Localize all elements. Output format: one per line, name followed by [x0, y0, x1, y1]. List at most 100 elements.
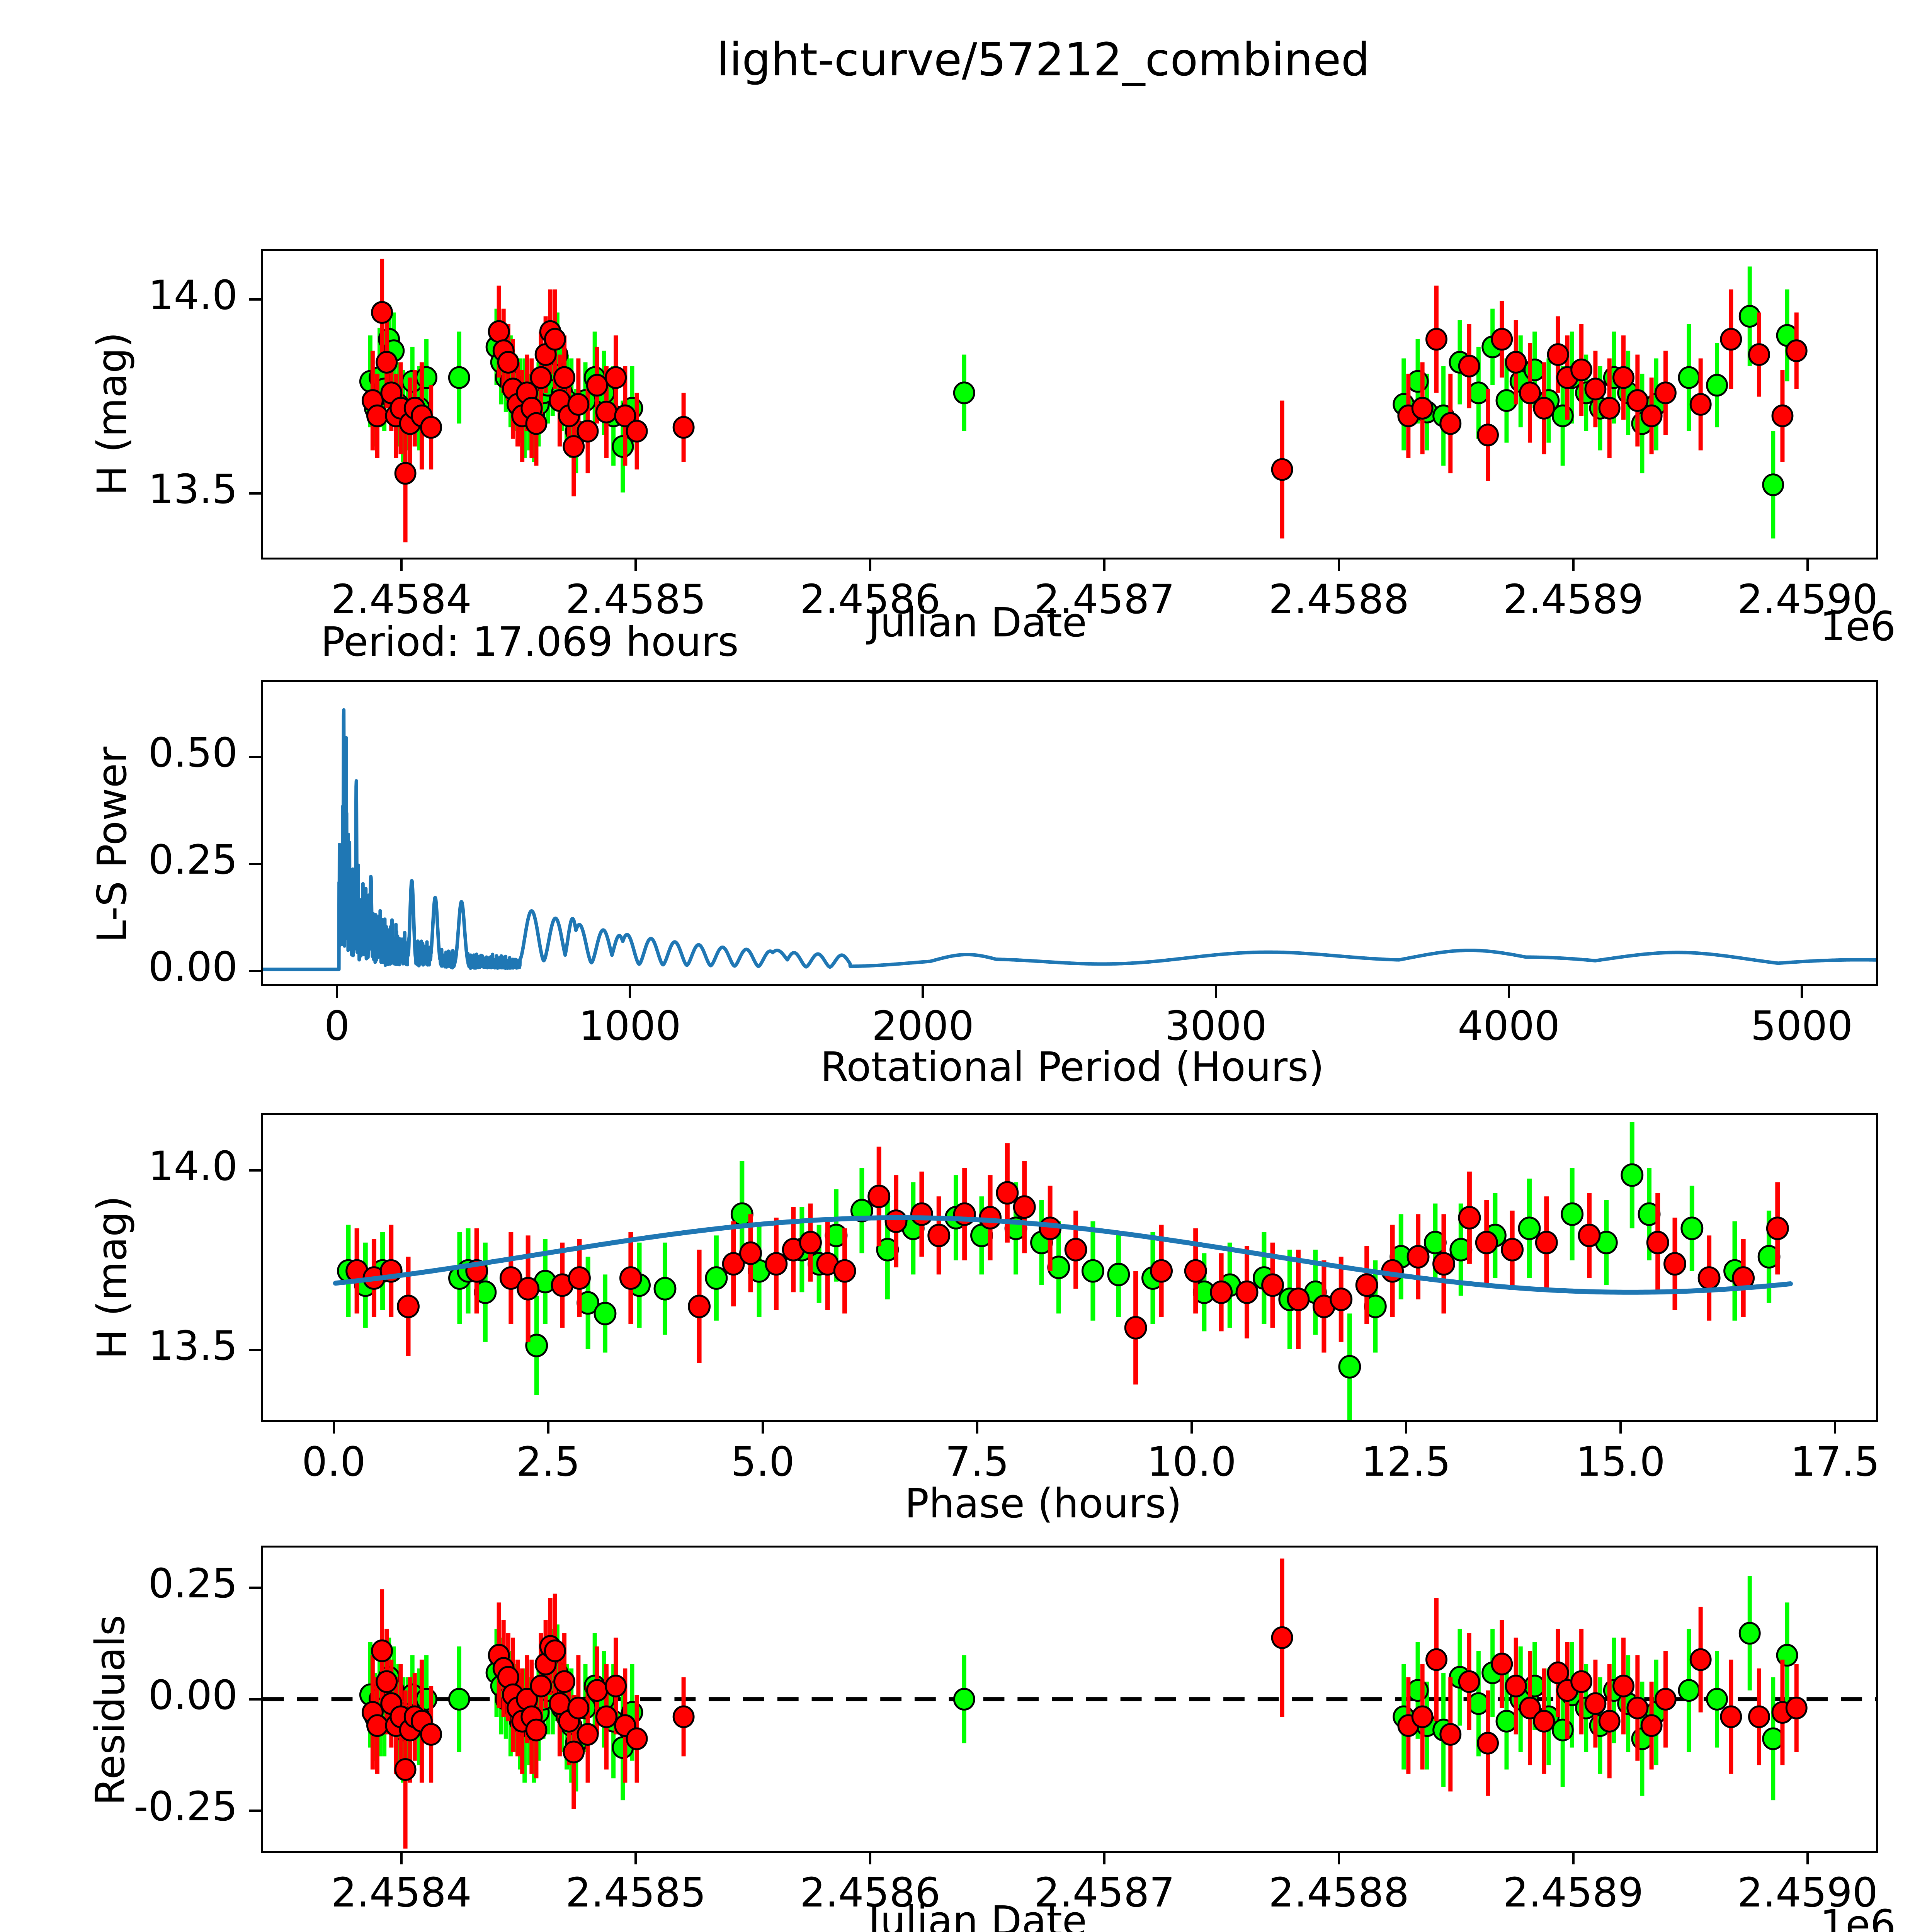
- data-point: [499, 1266, 522, 1290]
- data-point: [1706, 1688, 1728, 1711]
- data-point: [605, 366, 627, 389]
- data-point: [1697, 1266, 1721, 1290]
- data-point: [996, 1181, 1019, 1205]
- y-tick-label: 0.25: [148, 836, 238, 884]
- panel1-x-offset-text: 1e6: [1820, 603, 1896, 650]
- data-point: [394, 1758, 417, 1781]
- data-point: [1621, 1163, 1644, 1187]
- data-point: [626, 1727, 648, 1750]
- x-tick-mark: [1214, 986, 1217, 998]
- x-tick-mark: [922, 986, 924, 998]
- periodogram-line: [263, 708, 1876, 971]
- data-point: [1330, 1287, 1353, 1311]
- x-tick-mark: [1806, 560, 1809, 571]
- y-tick-mark: [249, 1698, 261, 1701]
- data-point: [1425, 1648, 1447, 1671]
- x-tick-mark: [400, 560, 403, 571]
- x-tick-mark: [400, 1853, 403, 1864]
- x-tick-mark: [1338, 560, 1340, 571]
- series-red: [361, 1558, 1808, 1849]
- y-tick-label: -0.25: [133, 1782, 238, 1830]
- data-point: [1535, 1231, 1558, 1255]
- x-tick-mark: [332, 1422, 335, 1434]
- panel-phase-folded: [261, 1113, 1878, 1422]
- data-point: [705, 1266, 728, 1290]
- data-point: [595, 1705, 617, 1728]
- x-tick-label: 2.4587: [1034, 1869, 1175, 1916]
- y-tick-mark: [249, 1349, 261, 1351]
- data-point: [867, 1184, 891, 1208]
- data-point: [1458, 1206, 1481, 1230]
- x-tick-label: 12.5: [1361, 1438, 1451, 1485]
- data-point: [448, 366, 470, 389]
- data-point: [1458, 354, 1480, 378]
- x-tick-label: 2.4585: [565, 1869, 706, 1916]
- data-point: [953, 1688, 975, 1711]
- data-point: [614, 404, 636, 427]
- data-point: [1748, 1705, 1770, 1728]
- y-tick-label: 14.0: [148, 272, 238, 319]
- data-point: [1505, 1674, 1527, 1697]
- data-point: [1762, 1727, 1784, 1750]
- x-tick-mark: [1507, 986, 1510, 998]
- data-point: [563, 1740, 585, 1764]
- data-point: [1064, 1238, 1087, 1262]
- data-point: [884, 1209, 908, 1233]
- data-point: [1150, 1259, 1173, 1283]
- data-point: [1570, 1670, 1593, 1693]
- x-tick-label: 2.4586: [800, 576, 940, 623]
- data-point: [619, 1266, 642, 1290]
- data-point: [1338, 1355, 1361, 1379]
- data-point: [1355, 1273, 1378, 1297]
- x-tick-mark: [1800, 986, 1803, 998]
- data-point: [553, 1670, 575, 1693]
- data-point: [722, 1252, 745, 1276]
- x-tick-mark: [1833, 1422, 1836, 1434]
- x-tick-label: 2.4590: [1737, 576, 1878, 623]
- x-tick-mark: [869, 560, 871, 571]
- data-point: [1287, 1287, 1310, 1311]
- data-point: [1524, 358, 1546, 381]
- data-point: [586, 1679, 608, 1702]
- series-red: [345, 1143, 1789, 1385]
- data-point: [1439, 1723, 1462, 1746]
- data-point: [1776, 1644, 1798, 1667]
- data-point: [1738, 1622, 1761, 1645]
- data-point: [1406, 1245, 1430, 1269]
- figure-title: light-curve/57212_combined: [716, 33, 1370, 86]
- x-tick-mark: [1103, 560, 1106, 571]
- x-tick-label: 2.4584: [331, 1869, 472, 1916]
- data-point: [567, 1696, 590, 1719]
- data-point: [1501, 1238, 1524, 1262]
- data-point: [626, 420, 648, 443]
- data-point: [371, 1639, 393, 1662]
- data-point: [833, 1259, 856, 1283]
- data-point: [1551, 1718, 1574, 1742]
- phase-folded-plot-area: [333, 1122, 1793, 1420]
- x-tick-mark: [1103, 1853, 1106, 1864]
- x-tick-label: 2.4590: [1737, 1869, 1878, 1916]
- data-point: [1271, 458, 1293, 481]
- data-point: [1584, 378, 1607, 401]
- x-tick-label: 2.4589: [1503, 1869, 1644, 1916]
- data-point: [1406, 1679, 1429, 1702]
- data-point: [1678, 1679, 1700, 1702]
- data-point: [1626, 1696, 1649, 1719]
- x-tick-mark: [1806, 1853, 1809, 1864]
- data-point: [1235, 1280, 1259, 1304]
- data-point: [1524, 1674, 1546, 1697]
- x-tick-label: 2.4584: [331, 576, 472, 623]
- panel2-xlabel: Rotational Period (Hours): [820, 1043, 1324, 1090]
- x-tick-mark: [629, 986, 631, 998]
- x-tick-mark: [1405, 1422, 1407, 1434]
- data-point: [1491, 1653, 1513, 1675]
- data-point: [1678, 366, 1700, 389]
- x-tick-label: 2.4589: [1503, 576, 1644, 623]
- data-point: [1561, 1202, 1584, 1226]
- y-tick-label: 14.0: [148, 1142, 238, 1190]
- data-point: [1570, 358, 1593, 381]
- data-point: [448, 1688, 470, 1711]
- panel4-xlabel: Julian Date: [868, 1897, 1087, 1932]
- y-tick-mark: [249, 970, 261, 973]
- data-point: [1771, 404, 1794, 427]
